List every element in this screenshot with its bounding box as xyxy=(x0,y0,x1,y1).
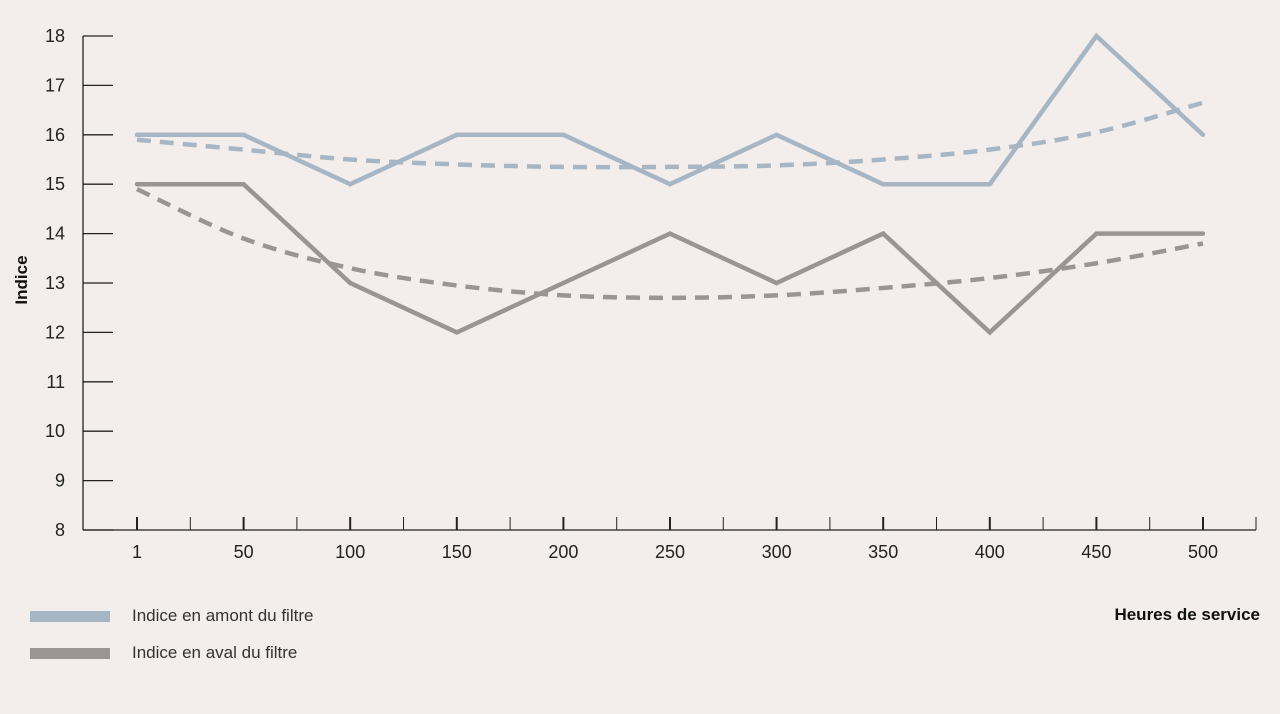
legend-swatch-amont xyxy=(30,610,110,622)
point-aval-450 xyxy=(1094,231,1099,236)
y-tick-label-10: 10 xyxy=(45,421,65,441)
y-tick-label-8: 8 xyxy=(55,520,65,540)
y-tick-label-9: 9 xyxy=(55,471,65,491)
y-tick-label-15: 15 xyxy=(45,174,65,194)
point-amont-300 xyxy=(774,132,779,137)
point-aval-250 xyxy=(667,231,673,236)
legend-label-aval: Indice en aval du filtre xyxy=(132,643,298,662)
point-aval-50 xyxy=(241,182,246,187)
y-tick-label-18: 18 xyxy=(45,26,65,46)
x-tick-label-400: 400 xyxy=(975,542,1005,562)
point-amont-350 xyxy=(881,182,886,187)
y-tick-label-13: 13 xyxy=(45,273,65,293)
legend-label-amont: Indice en amont du filtre xyxy=(132,606,314,625)
legend-item-aval: Indice en aval du filtre xyxy=(30,641,313,665)
point-amont-500 xyxy=(1200,132,1206,137)
y-tick-label-14: 14 xyxy=(45,224,65,244)
point-amont-50 xyxy=(241,132,246,137)
point-amont-450 xyxy=(1094,33,1099,39)
x-tick-label-350: 350 xyxy=(868,542,898,562)
y-tick-label-16: 16 xyxy=(45,125,65,145)
x-tick-label-100: 100 xyxy=(335,542,365,562)
point-aval-100 xyxy=(348,280,353,286)
x-tick-label-150: 150 xyxy=(442,542,472,562)
point-amont-400 xyxy=(987,182,992,187)
x-axis-title: Heures de service xyxy=(1114,605,1260,624)
point-amont-1 xyxy=(134,132,140,137)
x-tick-label-50: 50 xyxy=(234,542,254,562)
point-amont-200 xyxy=(561,132,566,137)
x-tick-label-250: 250 xyxy=(655,542,685,562)
legend-swatch-aval xyxy=(30,647,110,659)
point-aval-1 xyxy=(134,182,140,187)
y-axis-title: Indice xyxy=(12,255,31,304)
point-amont-150 xyxy=(454,132,459,137)
x-tick-label-500: 500 xyxy=(1188,542,1218,562)
y-tick-label-17: 17 xyxy=(45,75,65,95)
legend: Indice en amont du filtre Indice en aval… xyxy=(30,604,313,678)
point-aval-400 xyxy=(987,330,992,335)
legend-item-amont: Indice en amont du filtre xyxy=(30,604,313,628)
trend-line-amont xyxy=(136,100,1204,170)
point-aval-350 xyxy=(881,231,886,236)
series-line-aval xyxy=(137,181,1203,336)
x-tick-label-450: 450 xyxy=(1081,542,1111,562)
x-tick-label-1: 1 xyxy=(132,542,142,562)
point-aval-200 xyxy=(561,280,566,286)
trend-line-aval xyxy=(136,187,1204,301)
y-tick-label-12: 12 xyxy=(45,322,65,342)
series-line-amont xyxy=(137,32,1205,187)
point-aval-500 xyxy=(1200,231,1206,236)
point-aval-300 xyxy=(774,280,779,286)
x-tick-label-200: 200 xyxy=(548,542,578,562)
point-amont-100 xyxy=(348,182,353,187)
point-aval-150 xyxy=(454,330,459,335)
point-amont-250 xyxy=(667,182,673,187)
y-tick-label-11: 11 xyxy=(46,372,65,392)
x-tick-label-300: 300 xyxy=(762,542,792,562)
